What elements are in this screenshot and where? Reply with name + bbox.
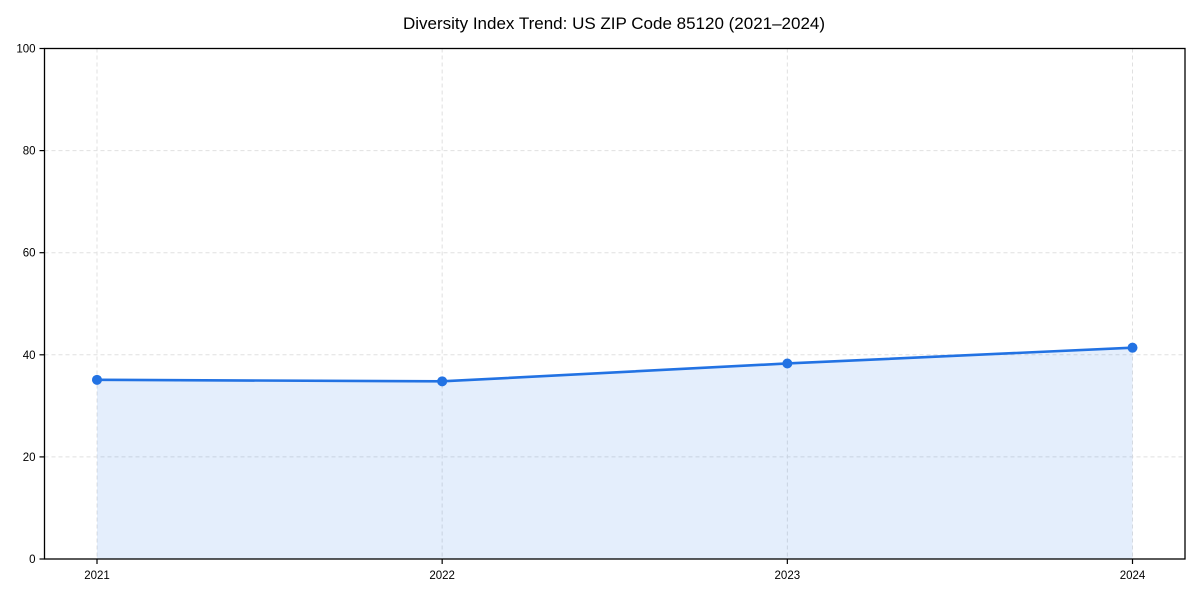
y-tick-label: 40 xyxy=(23,350,36,362)
trend-line xyxy=(95,346,1134,383)
plot-frame xyxy=(43,47,1186,560)
x-tick-label: 2023 xyxy=(775,570,801,582)
area-fill xyxy=(97,347,1133,559)
y-tick-label: 80 xyxy=(23,146,36,158)
x-tick-label: 2024 xyxy=(1120,570,1146,582)
y-tick-label: 0 xyxy=(29,554,35,566)
data-point-marker xyxy=(92,374,102,385)
data-point-marker xyxy=(1127,342,1138,353)
data-point-marker xyxy=(437,376,448,387)
chart-title: Diversity Index Trend: US ZIP Code 85120… xyxy=(402,14,826,33)
x-tick-label: 2021 xyxy=(84,570,110,582)
y-tick-label: 60 xyxy=(23,248,36,260)
data-point-marker xyxy=(782,358,793,369)
x-tick-label: 2022 xyxy=(429,570,455,582)
y-tick-label: 20 xyxy=(23,452,36,464)
y-tick-label: 100 xyxy=(16,44,35,56)
